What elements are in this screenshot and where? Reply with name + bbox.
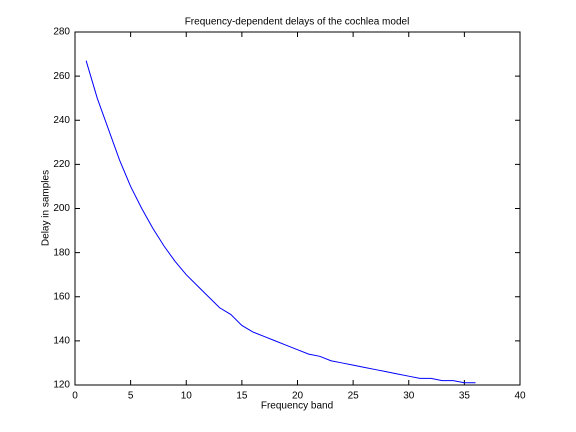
x-tick-label: 15: [236, 391, 248, 402]
y-tick-label: 220: [53, 159, 70, 170]
x-tick-label: 40: [514, 391, 526, 402]
chart-title: Frequency-dependent delays of the cochle…: [185, 17, 410, 28]
y-tick-label: 180: [53, 247, 70, 258]
x-tick-label: 30: [403, 391, 415, 402]
y-tick-label: 200: [53, 203, 70, 214]
data-line: [85, 60, 476, 384]
x-tick-label: 20: [292, 391, 304, 402]
y-tick-label: 260: [53, 71, 70, 82]
y-tick-label: 160: [53, 291, 70, 302]
x-tick-label: 10: [181, 391, 193, 402]
y-tick-label: 240: [53, 115, 70, 126]
x-tick-label: 5: [128, 391, 134, 402]
x-tick-label: 0: [72, 391, 78, 402]
y-tick-label: 280: [53, 27, 70, 38]
x-tick-label: 35: [459, 391, 471, 402]
plot-area: [74, 31, 521, 386]
x-tick-label: 25: [348, 391, 360, 402]
x-axis-label: Frequency band: [261, 401, 333, 412]
y-tick-label: 140: [53, 336, 70, 347]
y-axis-label: Delay in samples: [41, 170, 52, 246]
y-tick-label: 120: [53, 380, 70, 391]
